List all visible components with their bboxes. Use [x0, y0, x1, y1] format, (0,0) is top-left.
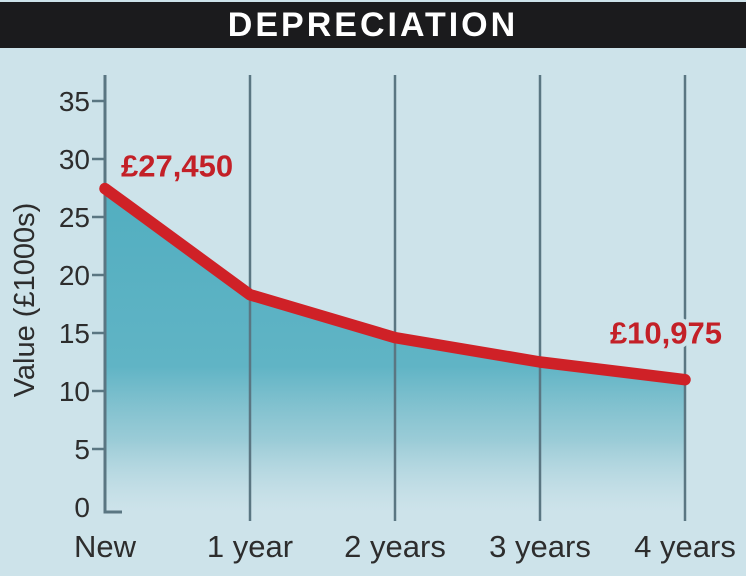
- y-tick-label: 35: [59, 86, 90, 117]
- y-tick-label: 25: [59, 202, 90, 233]
- value-line: [99, 182, 691, 386]
- y-tick-label: 5: [74, 434, 90, 465]
- x-category-label: 3 years: [489, 529, 591, 564]
- y-axis-title: Value (£1000s): [9, 203, 41, 398]
- y-tick-label: 15: [59, 318, 90, 349]
- y-tick-label: 30: [59, 144, 90, 175]
- annotation-label: £10,975: [610, 316, 722, 351]
- y-tick-label: 0: [74, 492, 90, 523]
- annotation-label: £27,450: [121, 149, 233, 184]
- title-bar: DEPRECIATION: [0, 2, 746, 48]
- chart-title: DEPRECIATION: [227, 6, 519, 44]
- y-tick-label: 20: [59, 260, 90, 291]
- x-category-label: 1 year: [207, 529, 293, 564]
- y-tick-label: 10: [59, 376, 90, 407]
- x-category-label: 4 years: [634, 529, 736, 564]
- x-category-label: New: [74, 529, 137, 564]
- y-axis: [103, 75, 122, 514]
- x-category-label: 2 years: [344, 529, 446, 564]
